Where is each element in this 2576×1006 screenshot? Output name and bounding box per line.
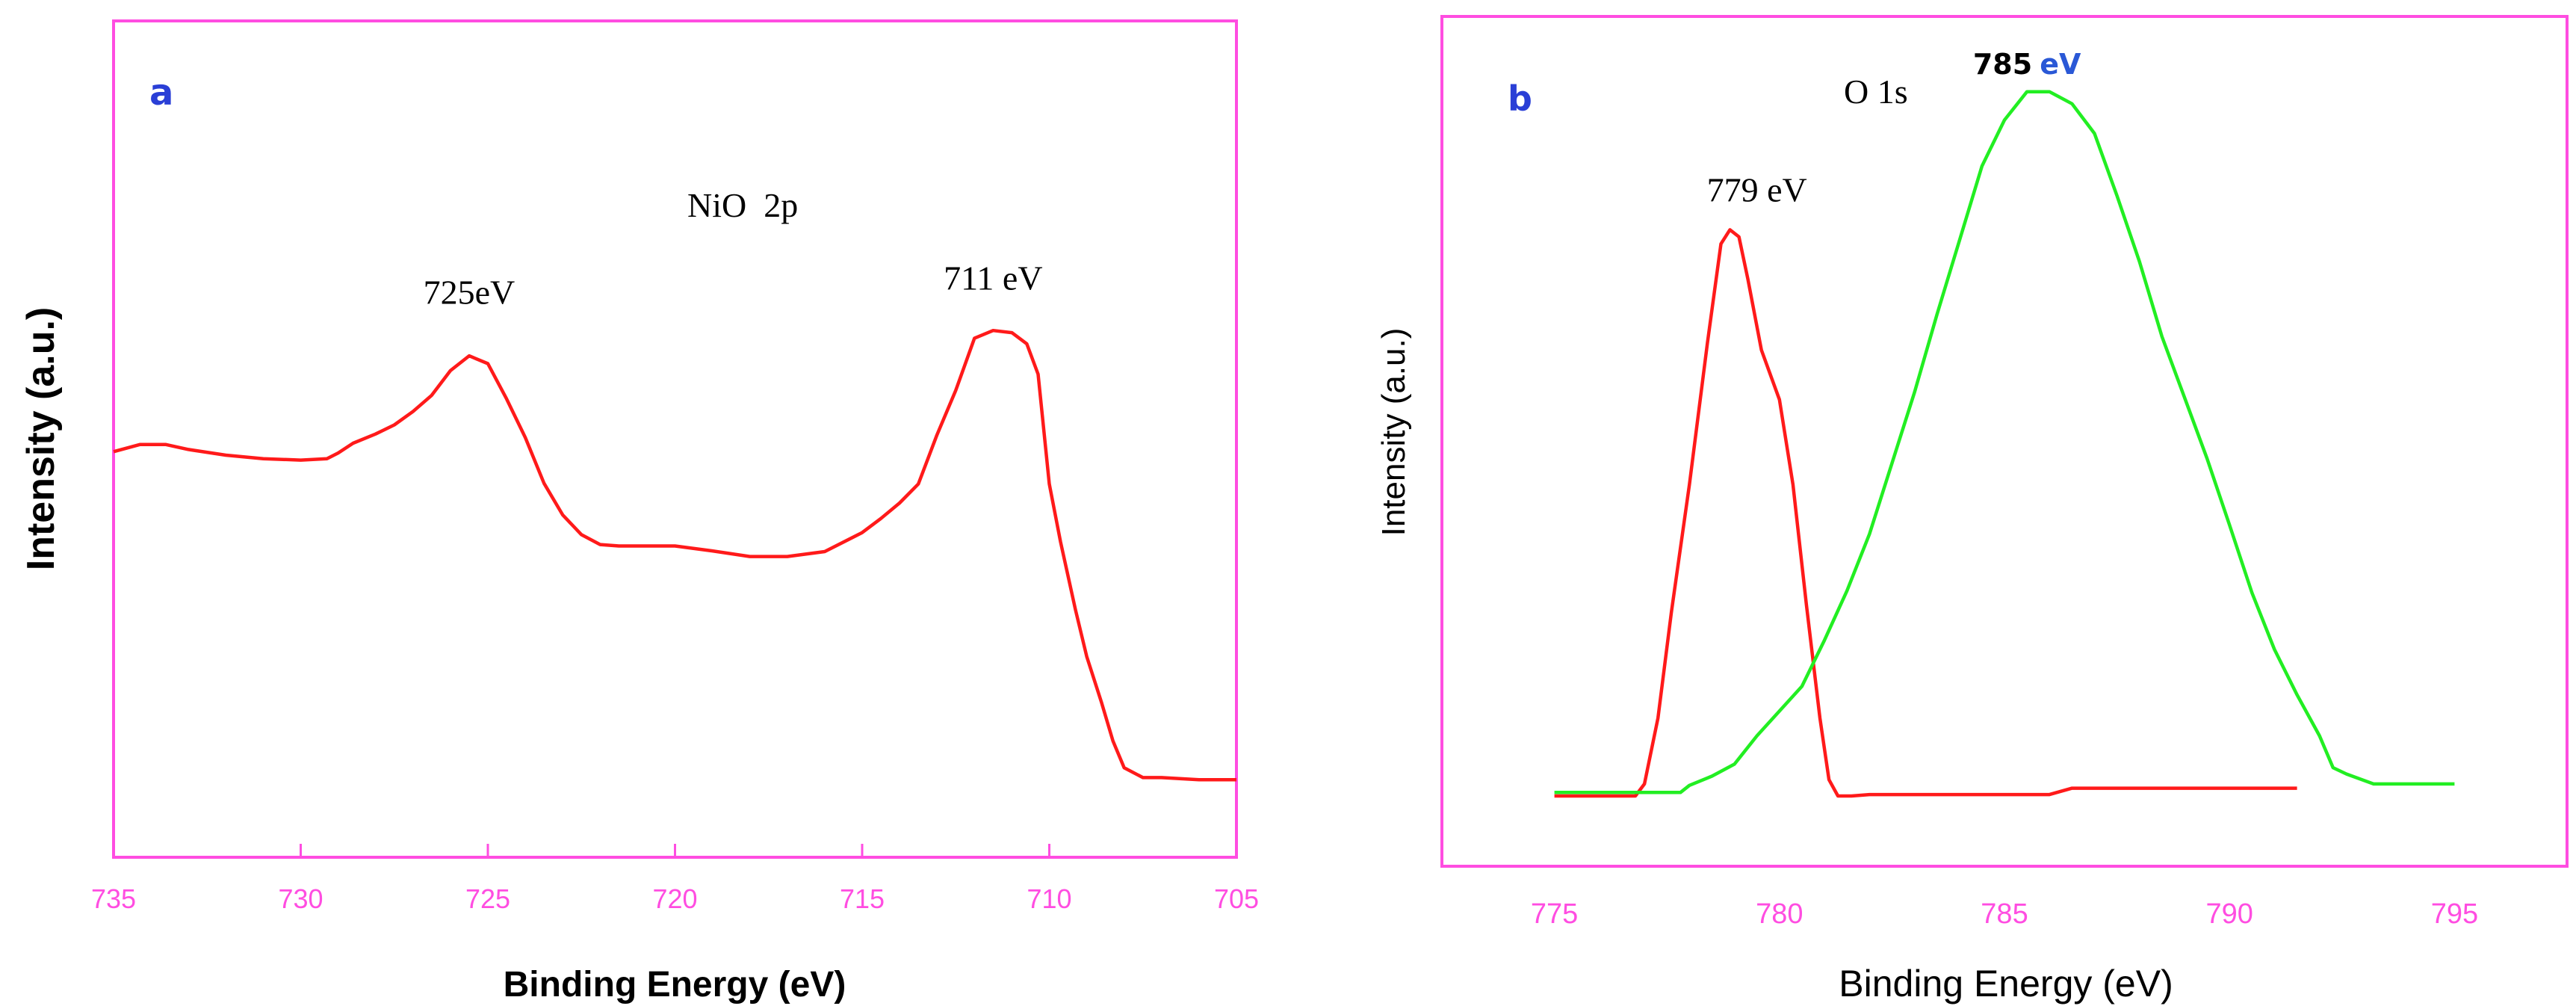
peak-label-779ev: 779 eV [1707, 171, 1807, 209]
panel-b-x-tick-label: 785 [1981, 898, 2028, 930]
panel-a-x-tick-label: 710 [1027, 883, 1071, 914]
panel-b-x-tick-label: 780 [1756, 898, 1803, 930]
panel-a-x-tick-label: 715 [840, 883, 885, 914]
peak-label-785ev-unit: eV [2040, 48, 2081, 81]
panel-a-chart: 735 730 725 720 715 710 705 a NiO 2p 725eV 711… [19, 19, 1259, 1005]
panel-a-letter: a [149, 72, 173, 114]
panel-a-title: NiO 2p [687, 186, 798, 224]
o1s-779ev-component-line [1554, 228, 2297, 798]
panel-a-x-tick-label: 735 [91, 883, 136, 914]
panel-a-x-ticks [112, 844, 1238, 857]
panel-b-y-axis-title: Intensity (a.u.) [1375, 328, 1412, 537]
peak-label-711ev: 711 eV [944, 259, 1042, 297]
panel-b-x-tick-label: 795 [2431, 898, 2478, 930]
panel-a-x-tick-label: 705 [1214, 883, 1259, 914]
panel-a-x-tick-label: 725 [465, 883, 510, 914]
panel-a-y-axis-title: Intensity (a.u.) [19, 307, 63, 570]
panel-b-x-tick-labels: 775 780 785 790 795 [1531, 898, 2478, 930]
panel-a-x-tick-labels: 735 730 725 720 715 710 705 [91, 883, 1259, 914]
panel-a-plot-frame [112, 19, 1238, 859]
ni-2p-spectrum-line [113, 328, 1236, 782]
peak-label-725ev: 725eV [424, 273, 515, 311]
panel-b-x-tick-label: 790 [2205, 898, 2253, 930]
peak-label-785ev: 785 eV [1973, 48, 2081, 81]
panel-b-title: O 1s [1844, 72, 1908, 111]
panel-b-plot-frame [1440, 15, 2569, 868]
panel-b-chart: 775 780 785 790 795 b O 1s 785 eV 779 eV Bind… [1375, 15, 2569, 1005]
panel-a-x-axis-title: Binding Energy (eV) [504, 965, 846, 1005]
panel-a-x-tick-label: 720 [652, 883, 697, 914]
panel-a-x-tick-label: 730 [278, 883, 323, 914]
panel-b-x-tick-label: 775 [1531, 898, 1578, 930]
panel-b-letter: b [1508, 78, 1532, 119]
panel-b-x-axis-title: Binding Energy (eV) [1839, 963, 2173, 1005]
peak-label-785ev-value: 785 [1973, 48, 2032, 81]
o1s-785ev-component-line [1554, 90, 2455, 794]
